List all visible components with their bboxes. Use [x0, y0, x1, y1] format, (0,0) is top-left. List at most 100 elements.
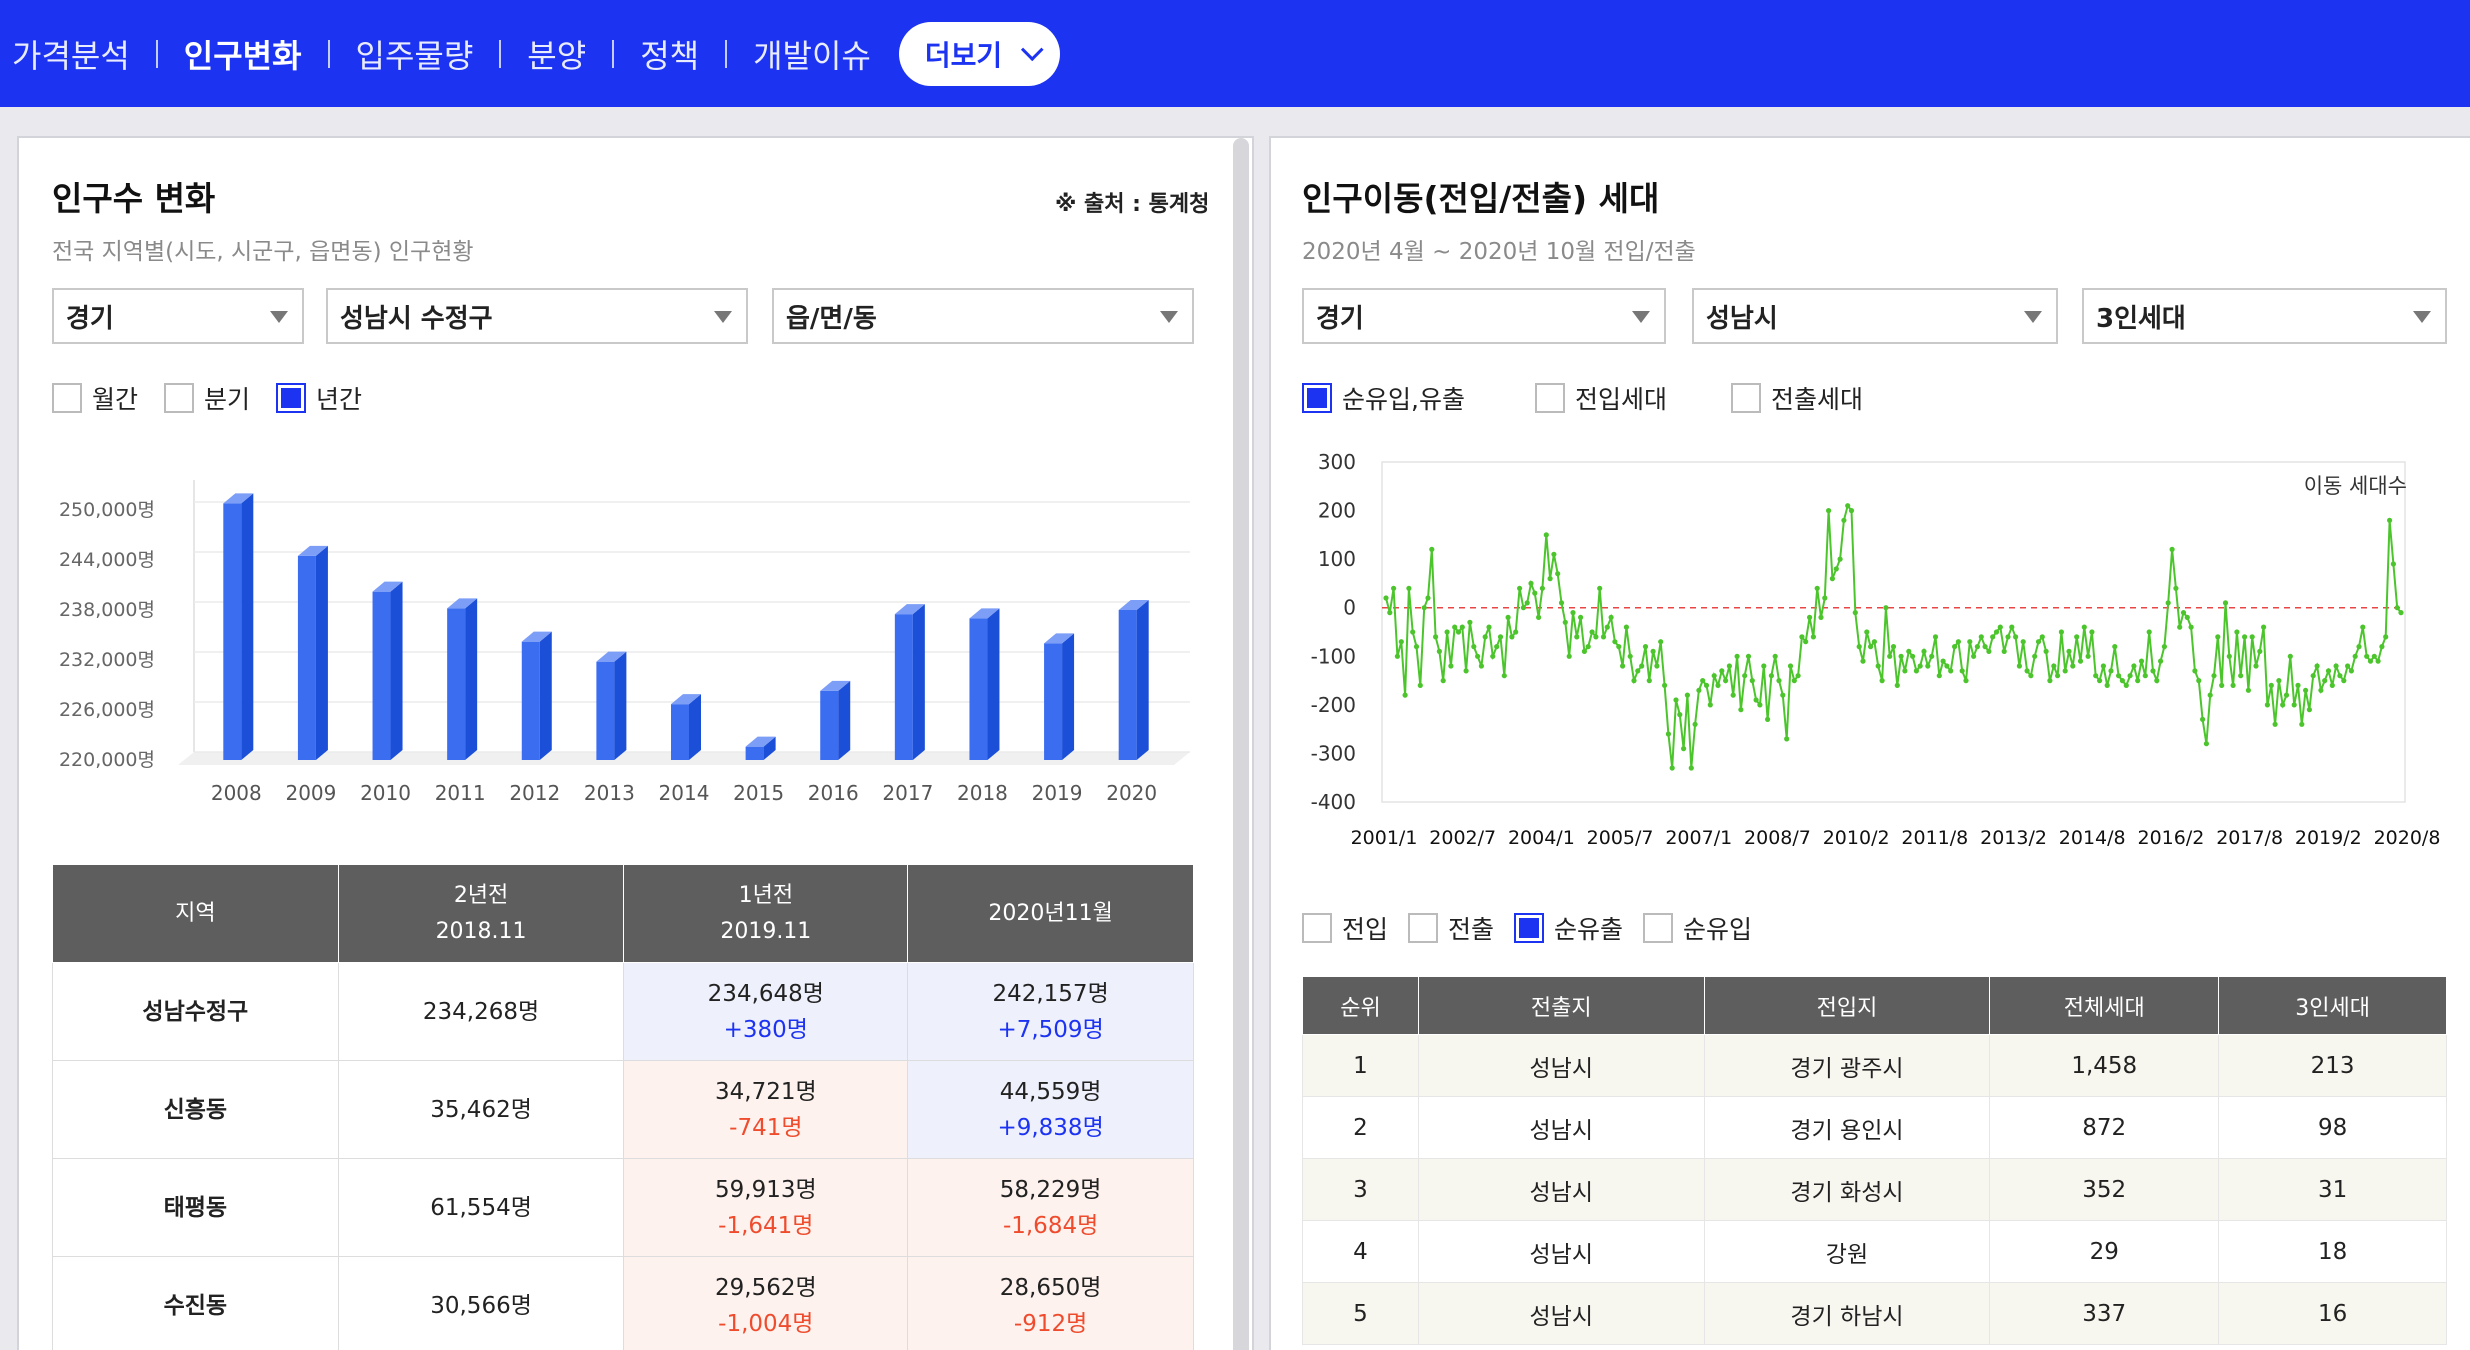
y-tick-label: 100 [1318, 547, 1356, 571]
bar-top [671, 694, 701, 705]
data-point [1749, 678, 1755, 684]
nav-policy[interactable]: 정책 [640, 36, 700, 75]
data-point [2329, 682, 2335, 688]
province-select[interactable]: 경기 [52, 288, 304, 344]
province-select[interactable]: 경기 [1302, 288, 1666, 344]
x-tick-label: 2009 [285, 781, 336, 805]
checkbox[interactable] [1730, 383, 1761, 413]
data-point [2234, 629, 2240, 635]
checkbox[interactable] [1302, 383, 1332, 413]
table-row: 2 성남시 경기 용인시 872 98 [1302, 1096, 2447, 1159]
bar-top [894, 604, 925, 615]
nav-divider [725, 39, 728, 68]
dong-select[interactable]: 읍/면/동 [772, 288, 1194, 344]
data-point [1455, 629, 1462, 635]
header-current: 2020년11월 [907, 864, 1194, 963]
nav-population-change[interactable]: 인구변화 [183, 36, 302, 75]
data-point [2177, 624, 2183, 630]
data-point [1608, 614, 1614, 620]
mode-move-out[interactable]: 전출세대 [1730, 380, 1863, 416]
household-size-select[interactable]: 3인세대 [2082, 288, 2447, 344]
filter-move-out[interactable]: 전출 [1408, 910, 1494, 946]
data-point [2276, 678, 2282, 684]
nav-presale[interactable]: 분양 [527, 36, 587, 75]
data-point [2066, 648, 2072, 654]
header-destination: 전입지 [1703, 976, 1991, 1035]
data-point [2249, 634, 2255, 640]
y-tick-label: 0 [1343, 596, 1356, 620]
data-point [1662, 682, 1668, 688]
table-row: 3 성남시 경기 화성시 352 31 [1302, 1158, 2447, 1221]
data-point [2097, 678, 2103, 684]
nav-price-analysis[interactable]: 가격분석 [12, 36, 130, 75]
data-point [2055, 673, 2061, 679]
filter-move-in[interactable]: 전입 [1302, 910, 1388, 946]
data-point [2379, 644, 2385, 650]
checkbox[interactable] [1408, 913, 1439, 943]
y-tick-label: 200 [1318, 499, 1356, 523]
data-point [1963, 678, 1969, 684]
city-select[interactable]: 성남시 수정구 [326, 288, 748, 344]
data-point [1925, 663, 1931, 669]
top-nav: 가격분석 인구변화 입주물량 분양 정책 개발이슈 더보기 [0, 0, 2470, 107]
y-tick-label: -300 [1311, 741, 1356, 765]
checkbox[interactable] [1534, 383, 1565, 413]
data-point [1952, 644, 1958, 650]
data-point [1715, 682, 1721, 688]
checkbox[interactable] [52, 383, 82, 413]
data-point [1684, 692, 1690, 698]
period-monthly[interactable]: 월간 [52, 380, 138, 416]
nav-divider [499, 39, 502, 68]
panel-scrollbar[interactable] [1233, 138, 1249, 1350]
checkbox[interactable] [276, 383, 307, 413]
data-point [1974, 644, 1980, 650]
table-cell: 3 [1302, 1158, 1419, 1221]
more-button[interactable]: 더보기 [898, 21, 1061, 86]
city-select[interactable]: 성남시 [1692, 288, 2058, 344]
data-point [2253, 663, 2259, 669]
table-cell: 4 [1302, 1220, 1419, 1283]
table-cell: 2 [1302, 1096, 1419, 1159]
data-point [1677, 712, 1683, 718]
period-yearly[interactable]: 년간 [276, 380, 362, 416]
data-point [1910, 653, 1916, 659]
checkbox[interactable] [1302, 913, 1332, 943]
checkbox[interactable] [1514, 913, 1545, 943]
data-point [1578, 614, 1584, 620]
data-point [1627, 653, 1633, 659]
table-header-row: 지역 2년전 2018.11 1년전 2019.11 2020년11월 [52, 864, 1194, 963]
data-point [1932, 634, 1939, 640]
nav-move-in-volume[interactable]: 입주물량 [355, 36, 474, 75]
data-point [1459, 624, 1465, 630]
checkbox[interactable] [164, 383, 195, 413]
period-quarterly[interactable]: 분기 [164, 380, 250, 416]
mode-net-flow[interactable]: 순유입,유출 [1302, 380, 1465, 416]
data-point [1551, 551, 1557, 557]
checkbox-label: 년간 [316, 385, 363, 414]
bar [372, 581, 403, 760]
data-point [2158, 658, 2164, 664]
data-point [2348, 668, 2354, 674]
data-point [1700, 678, 1706, 684]
nav-development-issues[interactable]: 개발이슈 [753, 36, 871, 75]
mode-move-in[interactable]: 전입세대 [1534, 380, 1667, 416]
table-cell: 213 [2218, 1034, 2447, 1097]
bar-top [447, 598, 478, 609]
data-point [2356, 644, 2362, 650]
data-point [2100, 663, 2106, 669]
filter-net-inflow[interactable]: 순유입 [1643, 910, 1752, 946]
data-point [1520, 605, 1526, 611]
data-point [1444, 629, 1450, 635]
data-point [1391, 585, 1397, 591]
table-cell: 경기 하남시 [1703, 1282, 1991, 1345]
bar [745, 736, 776, 760]
filter-net-outflow[interactable]: 순유출 [1514, 910, 1623, 946]
data-point [1871, 639, 1877, 645]
x-tick-label: 2010/2 [1823, 827, 1890, 849]
bar-front [969, 618, 988, 760]
series-label: 이동 세대수 [2304, 474, 2407, 498]
data-point [2146, 629, 2152, 635]
data-point [2184, 614, 2190, 620]
checkbox[interactable] [1643, 913, 1674, 943]
data-point [2325, 668, 2332, 674]
